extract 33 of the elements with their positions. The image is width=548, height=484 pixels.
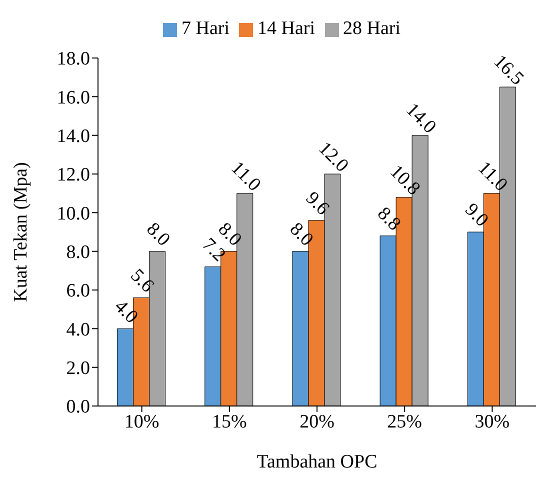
data-label: 8.0 (142, 218, 174, 250)
y-tick-label: 12.0 (56, 164, 90, 186)
y-tick-label: 2.0 (66, 358, 90, 380)
legend-label: 14 Hari (257, 18, 315, 39)
data-label: 9.6 (301, 188, 334, 220)
data-label: 8.8 (373, 203, 405, 235)
x-tick-label: 25% (387, 411, 422, 432)
x-axis-title: Tambahan OPC (256, 451, 378, 472)
data-label: 11.0 (474, 158, 512, 196)
x-tick-label: 15% (212, 411, 247, 432)
data-label: 5.6 (126, 265, 158, 297)
x-tick-label: 10% (124, 411, 160, 432)
data-label: 11.0 (226, 158, 265, 196)
legend-label: 28 Hari (343, 18, 401, 39)
y-tick-label: 4.0 (66, 319, 90, 340)
y-tick-label: 10.0 (56, 203, 90, 224)
legend-label: 7 Hari (181, 18, 230, 39)
x-tick-label: 20% (300, 411, 335, 432)
data-label: 12.0 (314, 138, 352, 176)
data-label: 8.0 (285, 218, 318, 250)
data-label: 9.0 (460, 199, 492, 232)
x-tick-label: 30% (474, 411, 510, 432)
data-label: 4.0 (110, 296, 142, 328)
data-label: 16.5 (489, 51, 528, 90)
y-tick-label: 14.0 (56, 126, 90, 148)
y-tick-label: 6.0 (66, 280, 90, 302)
y-tick-label: 16.0 (56, 87, 90, 108)
y-tick-label: 18.0 (56, 48, 90, 70)
data-label: 14.0 (402, 99, 440, 138)
y-axis-title: Kuat Tekan (Mpa) (10, 162, 32, 302)
y-tick-label: 8.0 (66, 242, 90, 264)
y-tick-label: 0.0 (66, 396, 90, 418)
data-label: 10.8 (386, 161, 424, 200)
